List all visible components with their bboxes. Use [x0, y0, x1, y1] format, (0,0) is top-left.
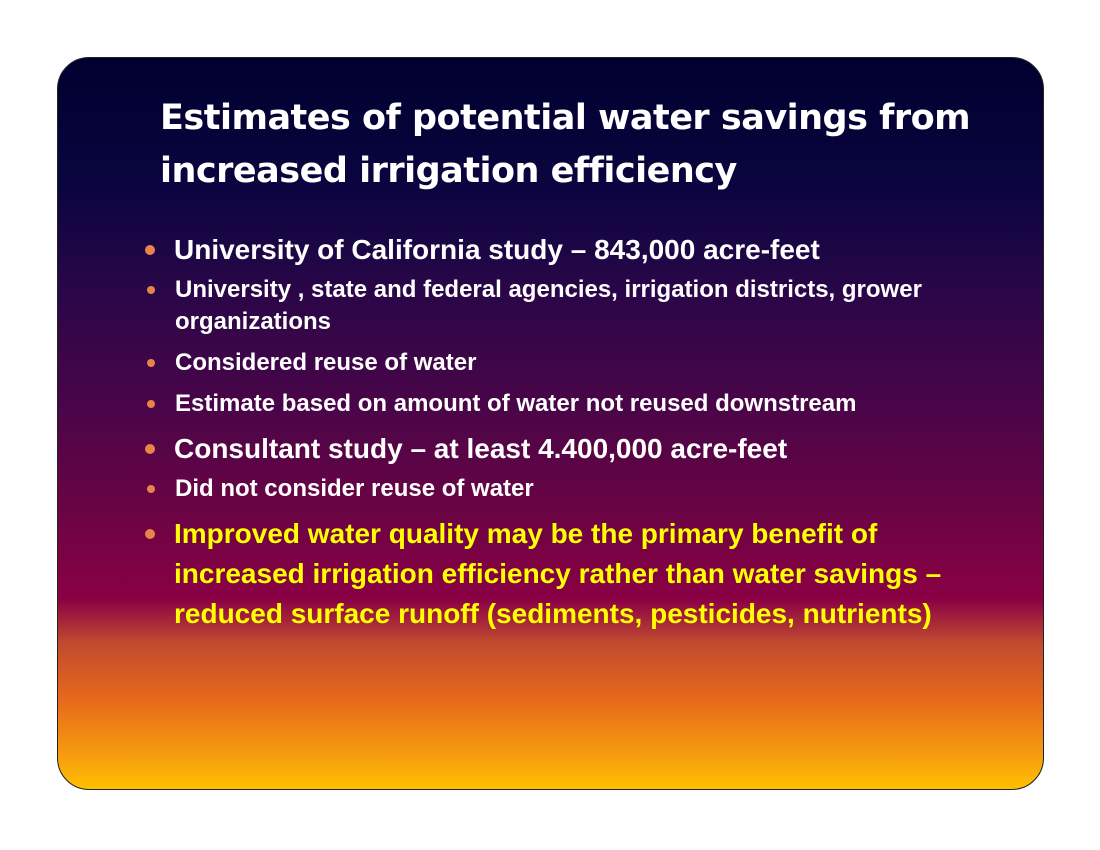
sub-bullet: Estimate based on amount of water not re…	[145, 388, 1005, 420]
bullet: Improved water quality may be the primar…	[145, 514, 1005, 634]
sub-bullet: University , state and federal agencies,…	[145, 274, 1005, 338]
bullet-list: University of California study – 843,000…	[145, 230, 1005, 638]
slide-title: Estimates of potential water savings fro…	[160, 98, 971, 191]
sub-bullet: Considered reuse of water	[145, 347, 1005, 379]
sub-list: Did not consider reuse of water	[145, 473, 1005, 505]
sub-bullet: Did not consider reuse of water	[145, 473, 1005, 505]
sub-list: University , state and federal agencies,…	[145, 274, 1005, 420]
bullet: University of California study – 843,000…	[145, 230, 1005, 270]
bullet: Consultant study – at least 4.400,000 ac…	[145, 429, 1005, 469]
slide-background	[57, 57, 1044, 790]
